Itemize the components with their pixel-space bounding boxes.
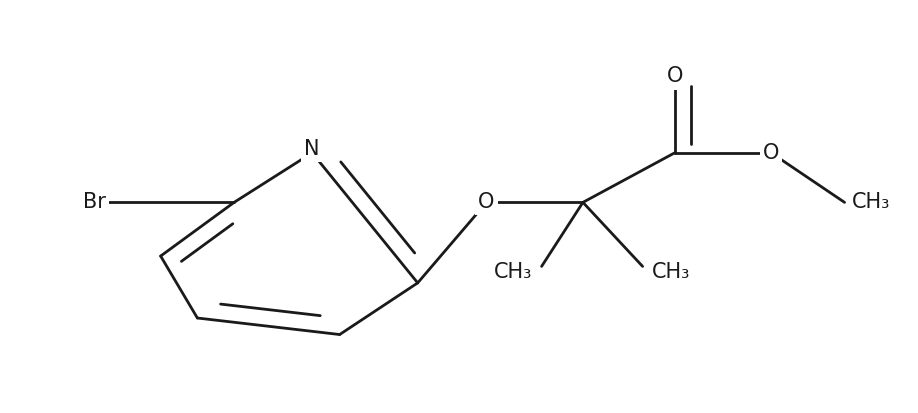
Text: CH₃: CH₃ — [852, 192, 890, 212]
Text: O: O — [666, 66, 683, 86]
Text: CH₃: CH₃ — [652, 262, 690, 282]
Text: N: N — [305, 139, 319, 159]
Text: Br: Br — [83, 192, 106, 212]
Text: CH₃: CH₃ — [494, 262, 532, 282]
Text: O: O — [763, 143, 779, 163]
Text: O: O — [478, 192, 495, 212]
